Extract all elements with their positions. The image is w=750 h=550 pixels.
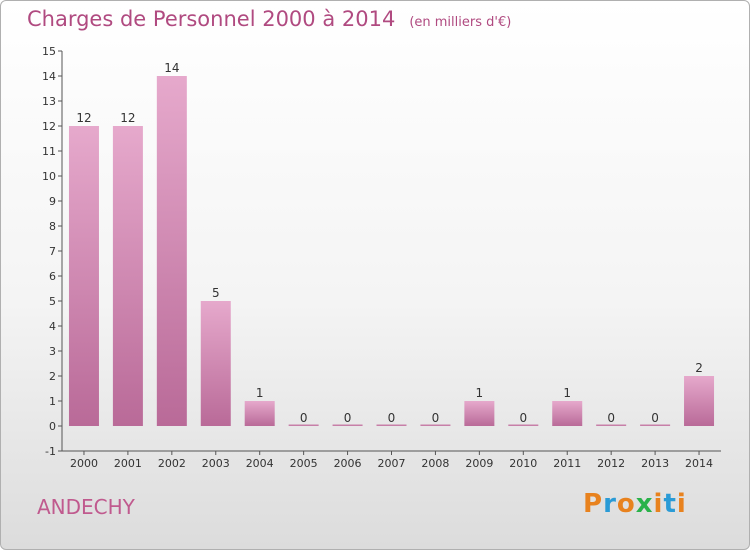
bar-value-label: 0: [432, 411, 440, 425]
logo-letter: i: [676, 489, 687, 519]
y-tick-label: 9: [49, 195, 56, 208]
bar: [156, 76, 187, 426]
x-tick-label: 2001: [114, 457, 142, 470]
y-tick-label: 10: [42, 170, 56, 183]
x-tick-label: 2014: [685, 457, 713, 470]
bar-value-label: 0: [607, 411, 615, 425]
y-tick-label: 8: [49, 220, 56, 233]
logo-letter: i: [653, 489, 664, 519]
y-tick-label: 7: [49, 245, 56, 258]
logo-letter: P: [583, 489, 604, 519]
chart-title-text: Charges de Personnel 2000 à 2014: [27, 7, 396, 31]
bar: [464, 401, 495, 426]
bar: [68, 126, 99, 426]
bar: [332, 424, 363, 426]
chart-title: Charges de Personnel 2000 à 2014 (en mill…: [27, 7, 511, 31]
bar-value-label: 0: [388, 411, 396, 425]
bar: [288, 424, 319, 426]
y-tick-label: 13: [42, 95, 56, 108]
y-tick-label: 2: [49, 370, 56, 383]
bar-value-label: 0: [651, 411, 659, 425]
y-tick-label: 0: [49, 420, 56, 433]
bar: [376, 424, 407, 426]
bar-value-label: 12: [120, 111, 135, 125]
bar: [552, 401, 583, 426]
logo-letter: x: [635, 489, 654, 519]
y-tick-label: 6: [49, 270, 56, 283]
bar: [200, 301, 231, 426]
y-tick-label: 15: [42, 45, 56, 58]
logo-letter: t: [663, 489, 677, 519]
x-tick-label: 2010: [509, 457, 537, 470]
x-tick-label: 2012: [597, 457, 625, 470]
bar-value-label: 1: [563, 386, 571, 400]
y-tick-label: 3: [49, 345, 56, 358]
bar-value-label: 14: [164, 61, 179, 75]
bar: [420, 424, 451, 426]
bar: [640, 424, 671, 426]
bar-value-label: 5: [212, 286, 220, 300]
bar-value-label: 1: [256, 386, 264, 400]
logo-letter: r: [603, 489, 617, 519]
y-tick-label: 12: [42, 120, 56, 133]
logo-letter: o: [616, 489, 636, 519]
place-name: ANDECHY: [37, 495, 135, 519]
chart-subtitle: (en milliers d'€): [409, 15, 512, 30]
bar: [508, 424, 539, 426]
x-tick-label: 2003: [202, 457, 230, 470]
y-tick-label: 11: [42, 145, 56, 158]
bar-value-label: 0: [300, 411, 308, 425]
y-tick-label: 5: [49, 295, 56, 308]
x-tick-label: 2008: [421, 457, 449, 470]
bar-value-label: 12: [76, 111, 91, 125]
x-tick-label: 2005: [290, 457, 318, 470]
bar-value-label: 2: [695, 361, 703, 375]
x-tick-label: 2009: [465, 457, 493, 470]
x-tick-label: 2007: [378, 457, 406, 470]
x-tick-label: 2000: [70, 457, 98, 470]
x-tick-label: 2006: [334, 457, 362, 470]
bar-value-label: 0: [344, 411, 352, 425]
x-tick-label: 2013: [641, 457, 669, 470]
y-tick-label: 1: [49, 395, 56, 408]
bar-value-label: 1: [476, 386, 484, 400]
y-tick-label: -1: [45, 445, 56, 458]
y-tick-label: 4: [49, 320, 56, 333]
x-tick-label: 2011: [553, 457, 581, 470]
proxiti-logo: Proxiti: [583, 489, 687, 519]
bar-value-label: 0: [519, 411, 527, 425]
bar: [596, 424, 627, 426]
x-tick-label: 2002: [158, 457, 186, 470]
bar: [684, 376, 715, 426]
x-tick-label: 2004: [246, 457, 274, 470]
bar: [112, 126, 143, 426]
bar: [244, 401, 275, 426]
y-tick-label: 14: [42, 70, 56, 83]
